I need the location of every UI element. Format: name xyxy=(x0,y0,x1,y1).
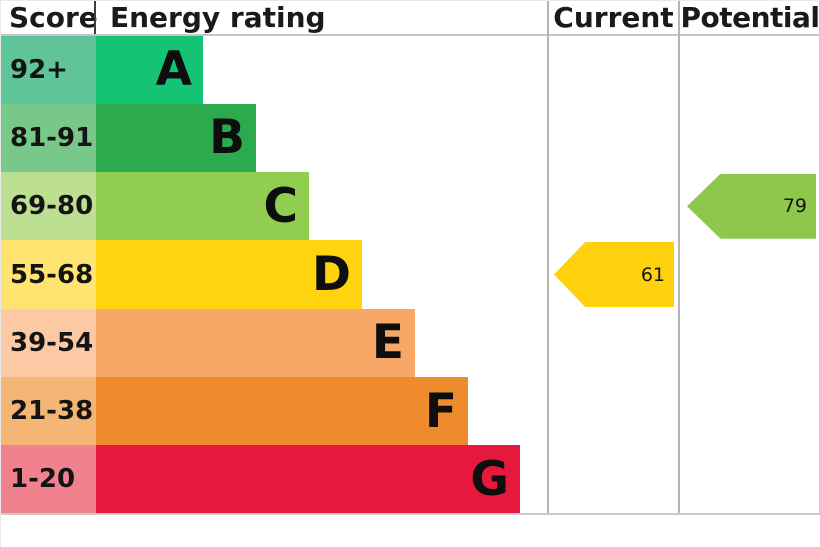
band-row: 39-54 E xyxy=(1,308,820,377)
band-bar: D xyxy=(96,240,362,309)
band-score-range: 69-80 xyxy=(1,172,96,241)
band-bar: A xyxy=(96,35,203,104)
table-bottom-border xyxy=(1,512,820,515)
band-bar: B xyxy=(96,103,256,173)
band-row: 92+ A xyxy=(1,35,820,104)
header-potential: Potential xyxy=(680,1,820,34)
band-bar: C xyxy=(96,172,309,241)
band-letter: A xyxy=(155,42,192,98)
band-score-range: 21-38 xyxy=(1,376,96,446)
band-score-range: 1-20 xyxy=(1,445,96,514)
band-letter: D xyxy=(311,247,351,303)
score-energy-header-divider xyxy=(94,1,96,35)
band-letter: B xyxy=(209,110,245,166)
header-bottom-border xyxy=(1,33,820,36)
band-row: 21-38 F xyxy=(1,376,820,446)
band-bar: G xyxy=(96,445,520,514)
band-letter: E xyxy=(371,315,404,371)
header-current: Current xyxy=(553,1,674,34)
right-edge-border xyxy=(818,1,820,515)
header-score: Score xyxy=(9,1,98,34)
band-score-range: 39-54 xyxy=(1,308,96,377)
current-rating-value: 61 xyxy=(640,263,665,286)
band-row: 1-20 G xyxy=(1,445,820,514)
band-bar: E xyxy=(96,308,415,377)
current-column-divider xyxy=(547,1,549,515)
band-row: 81-91 B xyxy=(1,103,820,173)
band-rows: 92+ A 81-91 B 69-80 C 55-68 D 39-54 xyxy=(1,35,820,514)
potential-rating-value: 79 xyxy=(782,195,807,218)
band-letter: G xyxy=(470,451,509,507)
potential-column-divider xyxy=(678,1,680,515)
band-bar: F xyxy=(96,376,468,446)
header-energy-rating: Energy rating xyxy=(110,1,326,34)
band-row: 55-68 D xyxy=(1,240,820,309)
band-score-range: 92+ xyxy=(1,35,96,104)
band-score-range: 55-68 xyxy=(1,240,96,309)
band-letter: C xyxy=(263,178,299,234)
band-row: 69-80 C xyxy=(1,172,820,241)
band-letter: F xyxy=(424,383,457,439)
band-score-range: 81-91 xyxy=(1,103,96,173)
